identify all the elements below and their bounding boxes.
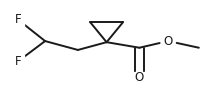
Polygon shape xyxy=(13,56,24,67)
Polygon shape xyxy=(162,36,173,47)
Polygon shape xyxy=(133,72,144,83)
Text: O: O xyxy=(134,71,143,84)
Text: F: F xyxy=(15,55,22,68)
Text: F: F xyxy=(15,13,22,27)
Text: O: O xyxy=(163,35,172,48)
Polygon shape xyxy=(13,14,24,26)
